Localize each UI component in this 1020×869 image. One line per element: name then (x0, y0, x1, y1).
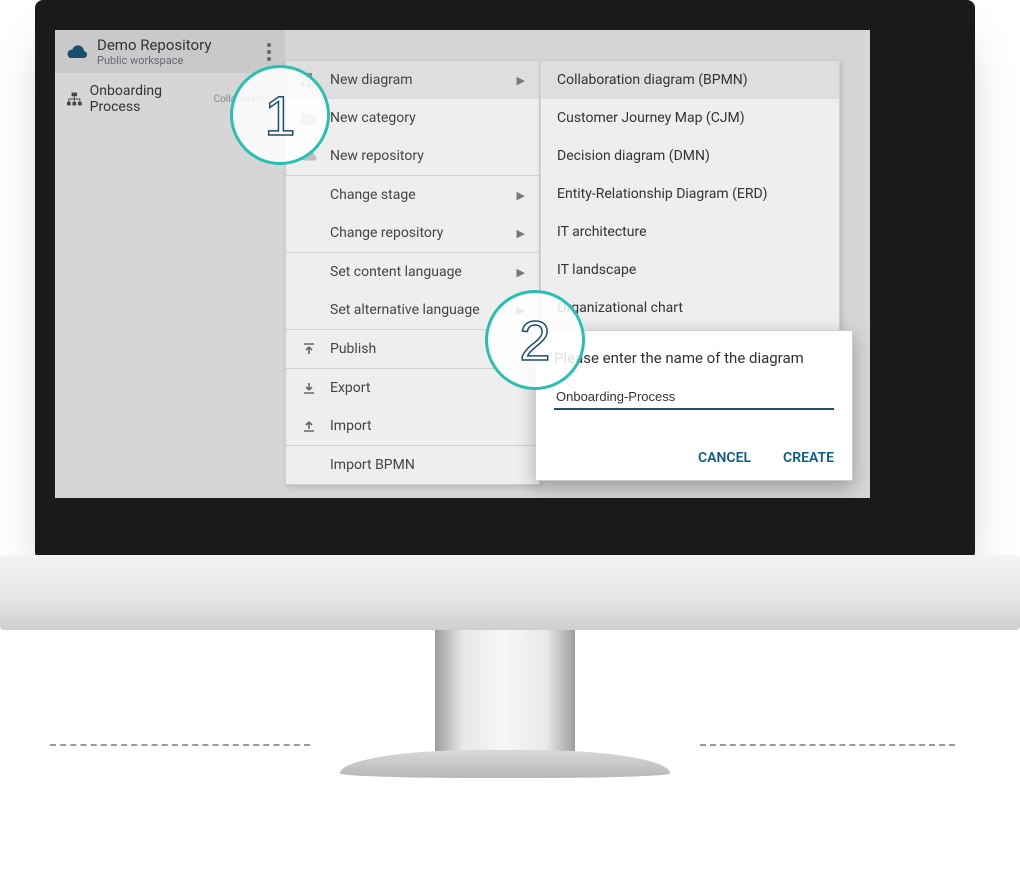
publish-icon (300, 342, 318, 356)
menu-import[interactable]: Import (286, 407, 539, 445)
chevron-right-icon: ▶ (517, 227, 525, 240)
chevron-right-icon: ▶ (517, 189, 525, 202)
menu-set-content-language[interactable]: Set content language ▶ (286, 253, 539, 291)
submenu-new-diagram: Collaboration diagram (BPMN) Customer Jo… (540, 60, 840, 366)
menu-label: Import BPMN (330, 457, 415, 473)
menu-label: New diagram (330, 72, 413, 88)
create-button[interactable]: CREATE (783, 450, 834, 466)
monitor-chin (0, 555, 1020, 630)
menu-change-repository[interactable]: Change repository ▶ (286, 214, 539, 252)
repo-subtitle: Public workspace (97, 54, 255, 67)
menu-label: Change repository (330, 225, 443, 241)
submenu-item[interactable]: Customer Journey Map (CJM) (541, 99, 839, 137)
dialog-title: Please enter the name of the diagram (554, 349, 834, 367)
upload-icon (300, 419, 318, 433)
submenu-item[interactable]: Decision diagram (DMN) (541, 137, 839, 175)
menu-label: Set alternative language (330, 302, 480, 318)
submenu-item[interactable]: IT landscape (541, 251, 839, 289)
download-icon (300, 381, 318, 395)
menu-new-repository[interactable]: New repository (286, 137, 539, 175)
menu-label: New repository (330, 148, 424, 164)
menu-label: Export (330, 380, 370, 396)
diagram-name-input[interactable] (554, 385, 834, 410)
monitor-neck (435, 630, 575, 760)
submenu-item[interactable]: Organizational chart (541, 289, 839, 327)
monitor-shadow (50, 740, 310, 746)
repo-text: Demo Repository Public workspace (97, 36, 255, 67)
step-badge-2: 2 (485, 290, 585, 390)
chevron-right-icon: ▶ (517, 74, 525, 87)
menu-label: Import (330, 418, 372, 434)
tree-item-label: Onboarding Process (90, 83, 206, 115)
submenu-item[interactable]: Collaboration diagram (BPMN) (541, 61, 839, 99)
org-chart-icon (67, 92, 82, 106)
menu-label: New category (330, 110, 416, 126)
menu-label: Publish (330, 341, 376, 357)
cloud-icon (65, 44, 89, 60)
menu-label: Set content language (330, 264, 462, 280)
repo-title: Demo Repository (97, 36, 255, 54)
menu-label: Change stage (330, 187, 416, 203)
cancel-button[interactable]: CANCEL (698, 450, 751, 466)
menu-import-bpmn[interactable]: Import BPMN (286, 446, 539, 484)
chevron-right-icon: ▶ (517, 266, 525, 279)
screen: Demo Repository Public workspace Onboard… (55, 30, 870, 498)
dialog-actions: CANCEL CREATE (554, 450, 834, 466)
submenu-item[interactable]: IT architecture (541, 213, 839, 251)
monitor-foot (340, 750, 670, 778)
step-badge-1: 1 (230, 65, 330, 165)
menu-change-stage[interactable]: Change stage ▶ (286, 176, 539, 214)
repo-header[interactable]: Demo Repository Public workspace (55, 30, 285, 73)
kebab-menu-button[interactable] (263, 39, 275, 65)
submenu-item[interactable]: Entity-Relationship Diagram (ERD) (541, 175, 839, 213)
monitor-shadow (700, 740, 955, 746)
